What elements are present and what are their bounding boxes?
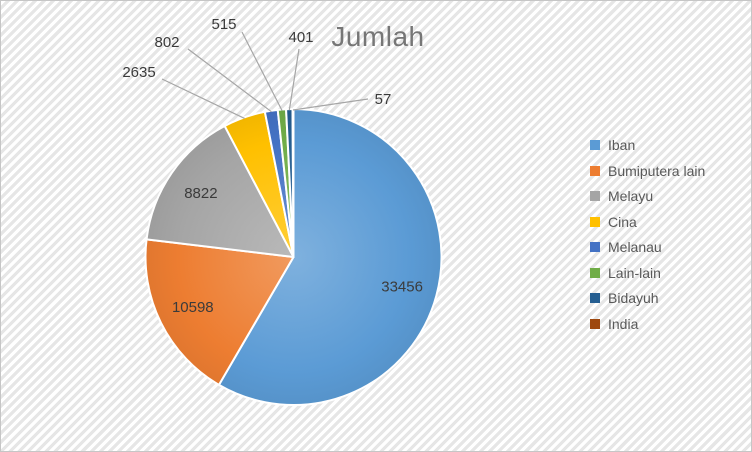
legend-label: India bbox=[608, 315, 639, 332]
data-label-india: 57 bbox=[375, 91, 392, 108]
legend-item-melanau[interactable]: Melanau bbox=[590, 239, 705, 255]
pie-slice-bumiputera-lain[interactable] bbox=[144, 238, 295, 386]
legend-label: Melanau bbox=[608, 239, 662, 255]
legend-swatch-cina bbox=[590, 216, 600, 227]
legend-swatch-lain-lain bbox=[590, 267, 600, 278]
pie-slice-india[interactable] bbox=[291, 107, 295, 258]
pie-slice-melayu[interactable] bbox=[145, 124, 295, 258]
legend: Iban Bumiputera lain Melayu Cina Melanau Lain… bbox=[590, 137, 705, 332]
legend-swatch-bidayuh bbox=[590, 293, 600, 303]
leader-line-melanau bbox=[187, 48, 272, 113]
data-label-melanau: 802 bbox=[154, 34, 179, 51]
legend-item-melayu[interactable]: Melayu bbox=[590, 188, 705, 204]
data-label-cina: 2635 bbox=[122, 64, 155, 81]
legend-label: Lain-lain bbox=[608, 264, 661, 281]
legend-label: Cina bbox=[608, 213, 637, 230]
leader-line-lain-lain bbox=[241, 31, 283, 111]
legend-item-bumiputera-lain[interactable]: Bumiputera lain bbox=[590, 163, 705, 179]
data-label-bumiputera-lain: 10598 bbox=[172, 299, 214, 316]
legend-label: Melayu bbox=[608, 188, 654, 204]
legend-label: Iban bbox=[608, 137, 636, 153]
data-label-bidayuh: 401 bbox=[288, 29, 313, 46]
legend-item-iban[interactable]: Iban bbox=[590, 137, 705, 153]
legend-swatch-melanau bbox=[590, 242, 600, 252]
legend-label: Bumiputera lain bbox=[608, 162, 706, 179]
leader-line-bidayuh bbox=[288, 48, 300, 111]
legend-label: Bidayuh bbox=[608, 290, 659, 306]
legend-swatch-bumiputera-lain bbox=[590, 165, 600, 176]
legend-item-india[interactable]: India bbox=[590, 316, 705, 332]
legend-item-cina[interactable]: Cina bbox=[590, 214, 705, 230]
legend-item-bidayuh[interactable]: Bidayuh bbox=[590, 290, 705, 306]
legend-swatch-india bbox=[590, 318, 600, 329]
pie-slice-iban[interactable] bbox=[217, 108, 443, 406]
leader-line-india bbox=[292, 98, 369, 111]
legend-item-lain-lain[interactable]: Lain-lain bbox=[590, 265, 705, 281]
legend-swatch-melayu bbox=[590, 191, 600, 201]
leader-line-cina bbox=[161, 78, 245, 119]
data-label-lain-lain: 515 bbox=[211, 16, 236, 33]
data-label-iban: 33456 bbox=[381, 278, 423, 295]
data-label-melayu: 8822 bbox=[184, 185, 217, 202]
chart-title[interactable]: Jumlah bbox=[331, 21, 425, 52]
legend-swatch-iban bbox=[590, 140, 600, 150]
